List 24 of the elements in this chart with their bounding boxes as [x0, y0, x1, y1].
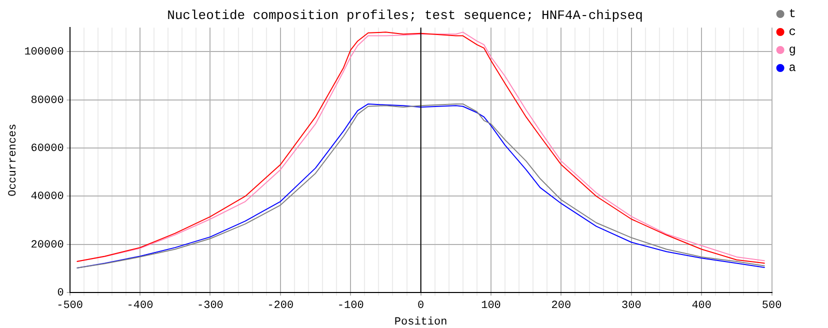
y-tick-label: 100000 [24, 46, 64, 59]
y-tick-label: 40000 [30, 191, 64, 204]
chart-title: Nucleotide composition profiles; test sequence; HNF4A-chipseq [167, 8, 643, 24]
y-axis-title: Occurrences [8, 124, 20, 196]
legend-label: a [788, 61, 796, 76]
x-tick-label: -200 [267, 300, 294, 312]
x-tick-label: 300 [621, 300, 642, 312]
x-tick-label: 0 [418, 300, 424, 312]
legend-label: t [788, 7, 796, 22]
y-tick-label: 20000 [30, 239, 64, 252]
legend-label: g [788, 43, 796, 58]
x-tick-label: -500 [56, 300, 84, 312]
y-tick-label: 60000 [30, 142, 64, 155]
legend-label: c [788, 25, 796, 40]
y-tick-label: 0 [57, 288, 64, 300]
x-tick-label: -100 [337, 300, 364, 312]
x-tick-label: 400 [692, 300, 712, 312]
x-tick-label: 500 [762, 300, 782, 312]
x-axis-title: Position [394, 316, 448, 328]
x-tick-label: 100 [481, 300, 501, 312]
x-tick-label: 200 [551, 300, 572, 312]
y-tick-label: 80000 [30, 94, 64, 107]
x-tick-label: -400 [126, 300, 154, 312]
x-tick-label: -300 [197, 300, 224, 312]
